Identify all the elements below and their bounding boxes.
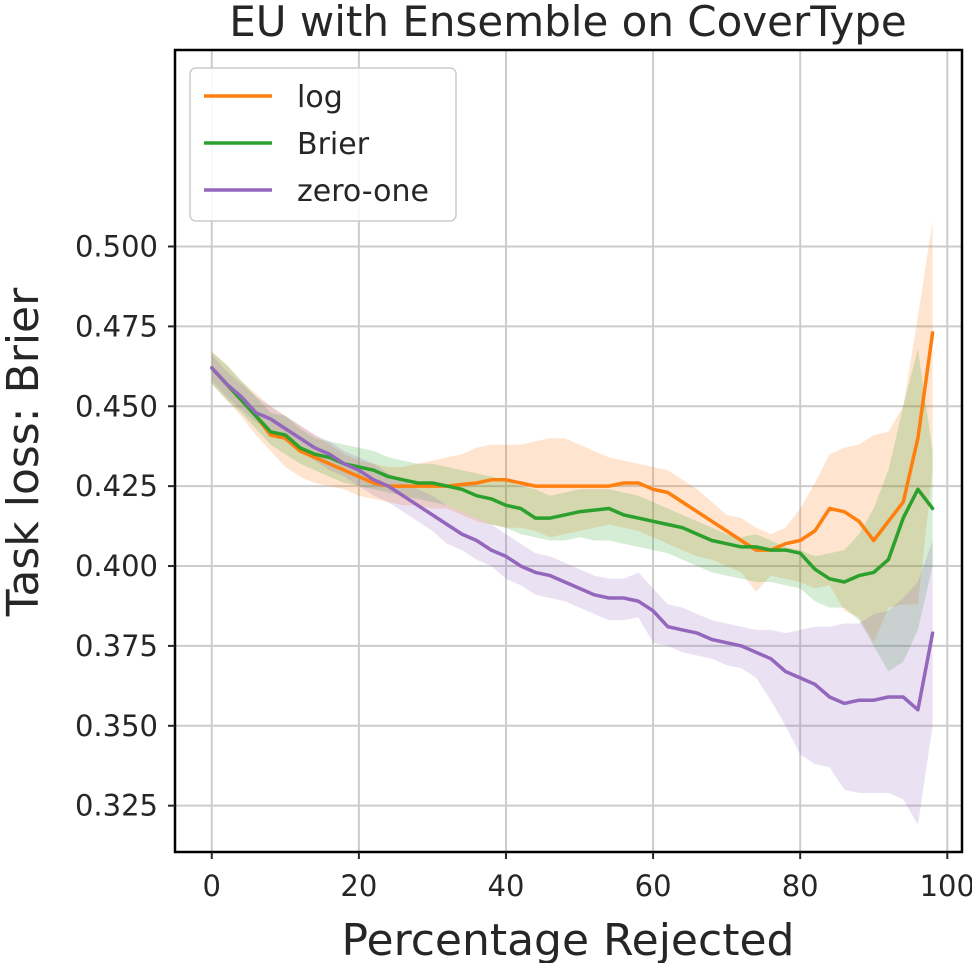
line-log — [210, 331, 935, 552]
band-zero-one — [211, 355, 933, 825]
x-tick-label: 60 — [635, 869, 672, 903]
x-tick-label: 40 — [488, 869, 525, 903]
x-axis-label: Percentage Rejected — [342, 915, 795, 963]
band-brier — [211, 348, 933, 672]
legend-label-zero-one: zero-one — [297, 174, 429, 209]
legend-box — [189, 67, 457, 222]
y-tick-label: 0.350 — [75, 709, 158, 743]
legend-label-brier: Brier — [297, 127, 370, 162]
x-tick-label: 80 — [782, 869, 819, 903]
line-brier — [210, 366, 935, 584]
line-zero-one — [210, 366, 935, 712]
y-tick-label: 0.500 — [75, 230, 158, 264]
y-axis-label: Task loss: Brier — [0, 287, 49, 617]
x-tick-label: 0 — [203, 869, 221, 903]
series-lines — [210, 331, 935, 712]
y-axis-ticks: 0.325 0.350 0.375 0.400 0.425 0.450 0.475 0.500 — [75, 230, 175, 823]
x-axis-ticks: 0 20 40 60 80 100 — [203, 852, 972, 903]
grid — [175, 50, 962, 852]
legend-label-log: log — [297, 80, 343, 115]
legend: log Brier zero-one — [189, 67, 457, 222]
y-tick-label: 0.425 — [75, 469, 158, 503]
y-tick-label: 0.325 — [75, 789, 158, 823]
confidence-bands — [211, 220, 933, 825]
y-tick-label: 0.375 — [75, 629, 158, 663]
chart-title: EU with Ensemble on CoverType — [229, 0, 907, 46]
y-tick-label: 0.450 — [75, 389, 158, 423]
y-tick-label: 0.475 — [75, 309, 158, 343]
x-tick-label: 20 — [340, 869, 377, 903]
plot-frame — [173, 48, 964, 854]
x-tick-label: 100 — [920, 869, 972, 903]
y-tick-label: 0.400 — [75, 549, 158, 583]
band-log — [211, 220, 933, 643]
